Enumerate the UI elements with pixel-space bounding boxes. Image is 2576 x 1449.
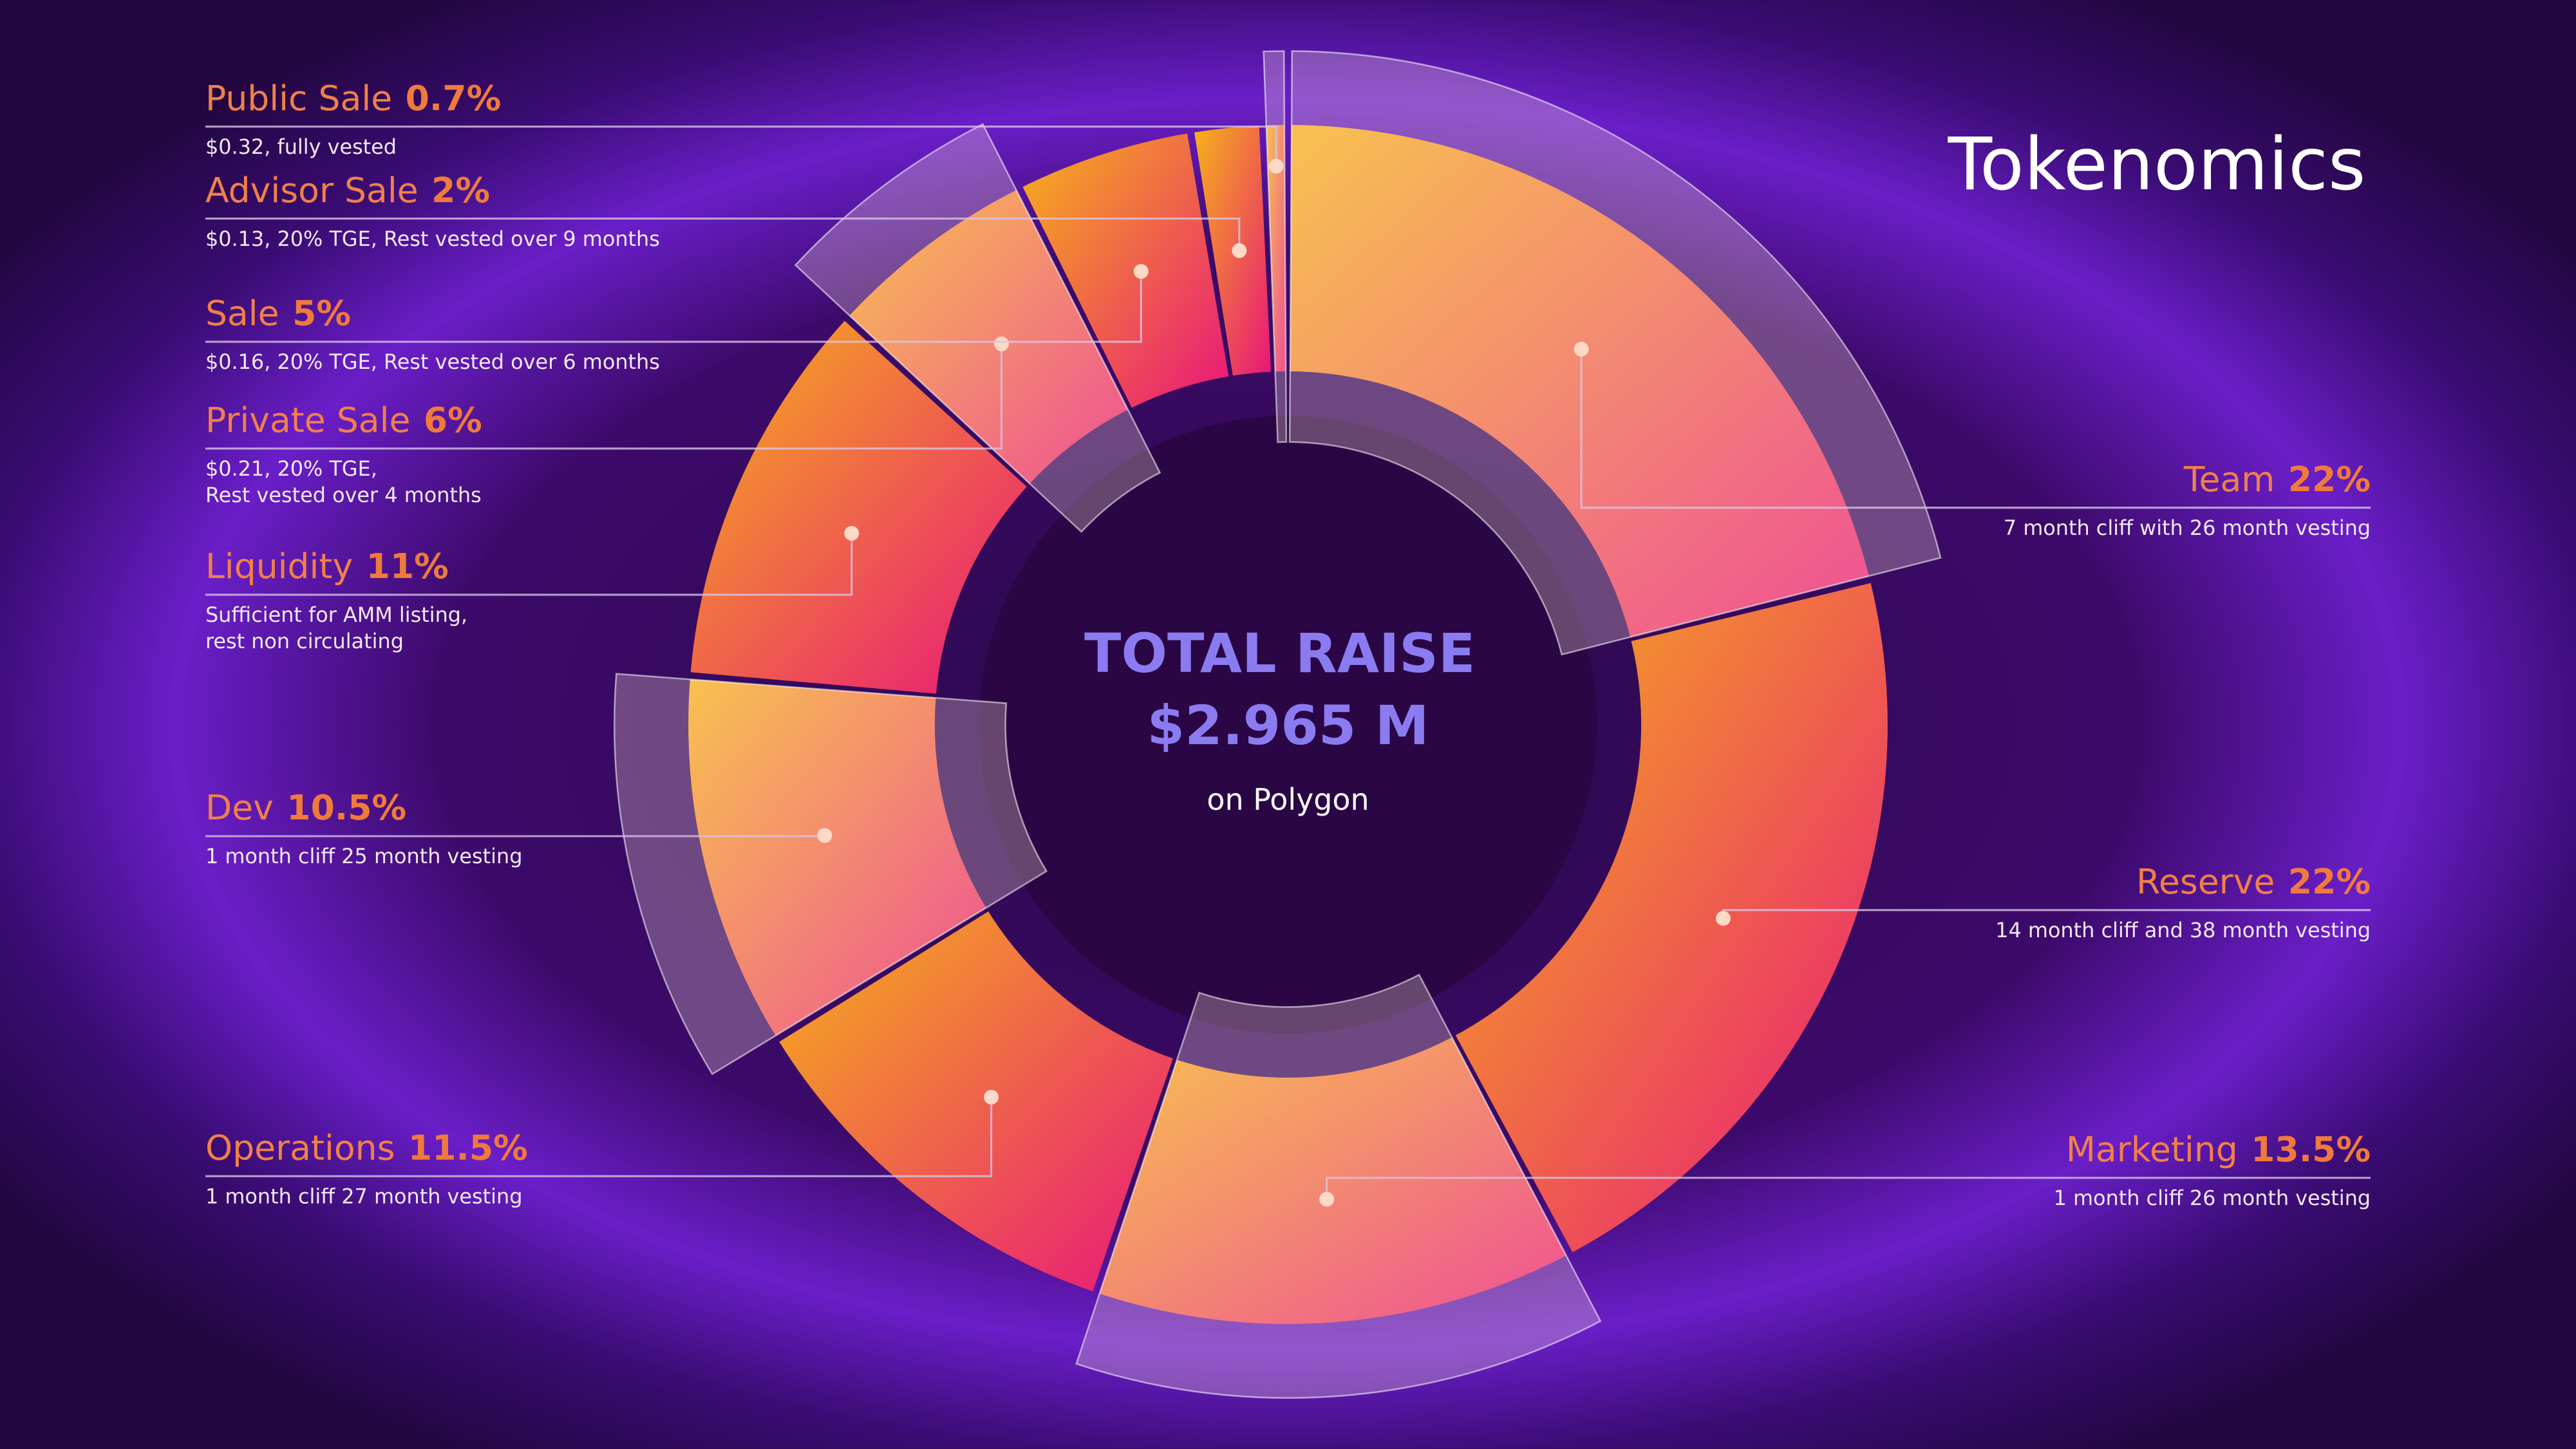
value-label: 0.7% <box>406 78 502 118</box>
category-name: Liquidity <box>205 546 353 586</box>
value-label: 22% <box>2288 861 2371 902</box>
description: $0.16, 20% TGE, Rest vested over 6 month… <box>205 350 660 374</box>
leader-dot <box>1715 911 1731 926</box>
value-label: 11% <box>366 546 449 586</box>
category-name: Dev <box>205 787 274 828</box>
leader-dot <box>817 828 832 843</box>
category-name: Marketing <box>2066 1129 2238 1170</box>
leader-dot <box>844 525 860 541</box>
value-label: 11.5% <box>408 1127 528 1168</box>
category-name: Private Sale <box>205 400 411 440</box>
category-name: Operations <box>205 1127 395 1168</box>
leader-dot <box>994 336 1009 351</box>
slice-label: Private Sale 6% <box>205 400 482 440</box>
slice <box>849 190 1128 484</box>
leader-dot <box>1574 341 1589 357</box>
leader-line <box>205 271 1142 343</box>
description: 1 month cliff 25 month vesting <box>205 844 522 868</box>
leader-line <box>205 1097 993 1177</box>
slice-label: Team 22% <box>2183 458 2371 499</box>
value-label: 13.5% <box>2251 1129 2371 1170</box>
value-label: 5% <box>292 293 351 333</box>
leader-dot <box>1232 243 1247 258</box>
slice-label: Dev 10.5% <box>205 787 406 828</box>
slice-glass <box>614 673 1048 1076</box>
slice <box>1266 125 1286 372</box>
category-name: Reserve <box>2136 861 2275 902</box>
slice-label: Marketing 13.5% <box>2066 1129 2371 1170</box>
leader-line <box>205 218 1241 251</box>
description: $0.21, 20% TGE, <box>205 456 377 481</box>
value-label: 2% <box>431 169 490 210</box>
description: 1 month cliff 27 month vesting <box>205 1184 522 1208</box>
center-heading: TOTAL RAISE <box>1084 622 1475 685</box>
category-name: Sale <box>205 293 279 333</box>
description: 7 month cliff with 26 month vesting <box>2004 516 2371 540</box>
slice-label: Public Sale 0.7% <box>205 78 501 118</box>
center-hole <box>979 415 1597 1034</box>
category-name: Public Sale <box>205 78 392 118</box>
category-name: Advisor Sale <box>205 169 418 210</box>
slice <box>688 679 986 1036</box>
slice <box>1099 1037 1566 1324</box>
center-note: on Polygon <box>1207 782 1369 817</box>
leader-line <box>205 126 1277 167</box>
value-label: 6% <box>424 400 482 440</box>
slice <box>1022 133 1229 408</box>
leader-dot <box>1133 264 1149 279</box>
leader-dot <box>1319 1192 1335 1207</box>
slice-label: Sale 5% <box>205 293 351 333</box>
description: $0.32, fully vested <box>205 135 397 159</box>
slice <box>690 321 1027 694</box>
leader-line <box>1580 349 2371 509</box>
slice-glass <box>1075 973 1602 1399</box>
slice <box>1290 125 1869 637</box>
slice-glass <box>1288 50 1942 656</box>
center-amount: $2.965 M <box>1147 694 1429 757</box>
description: 1 month cliff 26 month vesting <box>2054 1186 2371 1210</box>
chart-title: Tokenomics <box>1948 123 2366 207</box>
value-label: 10.5% <box>287 787 406 828</box>
slice-glass <box>794 123 1161 533</box>
description: $0.13, 20% TGE, Rest vested over 9 month… <box>205 227 660 251</box>
slice-label: Liquidity 11% <box>205 546 449 586</box>
description: Rest vested over 4 months <box>205 483 482 507</box>
slice <box>779 911 1173 1292</box>
leader-line <box>205 533 853 596</box>
slice-label: Advisor Sale 2% <box>205 169 490 210</box>
slice <box>1455 583 1888 1253</box>
leader-dot <box>984 1089 999 1105</box>
description: rest non circulating <box>205 629 404 653</box>
leader-dot <box>1268 158 1284 174</box>
category-name: Team <box>2183 458 2275 499</box>
value-label: 22% <box>2288 458 2371 499</box>
slice-glass <box>1263 50 1288 444</box>
description: 14 month cliff and 38 month vesting <box>1995 918 2371 942</box>
leader-line <box>205 344 1003 450</box>
slice-label: Operations 11.5% <box>205 1127 528 1168</box>
description: Sufficient for AMM listing, <box>205 603 467 627</box>
slice-label: Reserve 22% <box>2136 861 2371 902</box>
